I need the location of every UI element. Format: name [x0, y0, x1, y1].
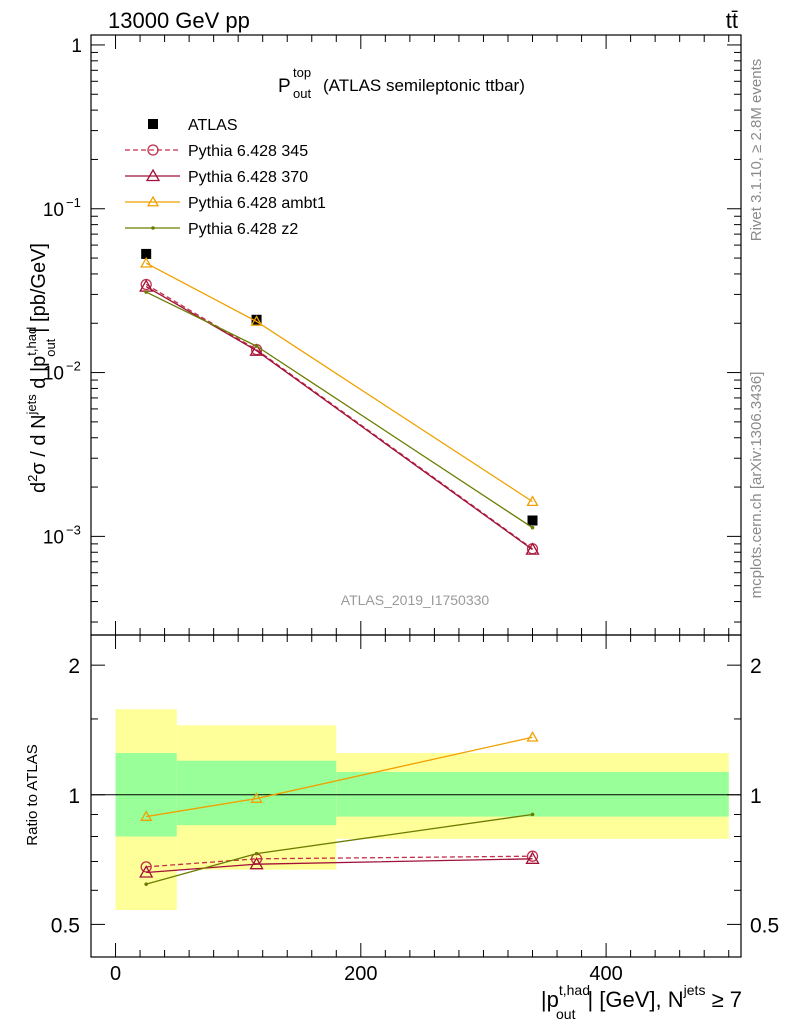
legend: ATLAS Pythia 6.428 345 Pythia 6.428 370 Pyt…	[125, 117, 326, 238]
y-tick-label: 10	[43, 364, 64, 385]
data-point-0-2	[527, 515, 538, 526]
legend-marker	[146, 195, 160, 207]
y-tick-exponent: −3	[66, 522, 81, 537]
ratio-point-3-0	[144, 882, 148, 886]
title-sub: out	[293, 86, 311, 101]
ratio-point-0-2	[526, 850, 539, 862]
ratio-point-2-1	[250, 792, 263, 803]
uncertainty-band-inner	[336, 771, 729, 817]
data-point-4-0	[144, 290, 148, 294]
rivet-label: Rivet 3.1.10, ≥ 2.8M events	[748, 59, 765, 242]
legend-marker	[145, 168, 161, 182]
y-tick-label: 10	[43, 527, 64, 548]
series-line-2	[145, 285, 533, 551]
x-tick-label: 400	[589, 963, 622, 985]
legend-label: Pythia 6.428 345	[188, 143, 308, 160]
watermark: ATLAS_2019_I1750330	[341, 592, 490, 608]
title-rest: (ATLAS semileptonic ttbar)	[323, 76, 525, 95]
data-point-3-1	[250, 315, 263, 326]
data-point-2-2	[525, 542, 540, 555]
title-main: P	[278, 76, 291, 97]
legend-label: Pythia 6.428 ambt1	[188, 195, 326, 212]
svg-text:P: P	[278, 76, 291, 97]
title-sup: top	[293, 65, 311, 80]
energy-label: 13000 GeV pp	[108, 8, 250, 33]
data-point-2-1	[249, 343, 264, 356]
data-point-0-1	[251, 314, 262, 325]
y-tick-label-left: 1	[68, 785, 80, 808]
ratio-point-1-0	[139, 865, 154, 878]
y-tick-label-left: 0.5	[51, 914, 80, 937]
y-tick-label: 1	[71, 36, 82, 57]
x-axis-label: |pt,had out| [GeV], Njets ≥ 7	[541, 982, 742, 1022]
ratio-y-axis-label: Ratio to ATLAS	[24, 744, 41, 845]
ratio-point-2-2	[526, 730, 539, 742]
y-tick-label: 10	[43, 200, 64, 221]
y-tick-label-left: 2	[68, 655, 80, 678]
y-tick-label-right: 2	[750, 655, 762, 678]
mcplots-label: mcplots.cern.ch [arXiv:1306.3436]	[748, 372, 765, 599]
data-point-4-2	[530, 525, 535, 530]
series-line-3	[145, 262, 533, 503]
data-point-0-0	[141, 248, 152, 259]
main-panel: ATLAS_2019_I1750330 P top out (ATLAS sem…	[24, 34, 742, 636]
ratio-point-1-2	[525, 851, 540, 864]
ratio-line-2	[146, 736, 533, 818]
ratio-panel: 2 2 1 1 0.5 0.5 0 200 400 Ratio to ATLAS |pt,had…	[24, 634, 779, 1022]
ratio-point-1-1	[249, 856, 264, 870]
y-tick-exponent: −2	[66, 359, 81, 374]
legend-marker	[148, 119, 158, 129]
x-tick-label: 0	[110, 963, 121, 985]
chart-title: P top out (ATLAS semileptonic ttbar)	[278, 65, 525, 101]
legend-label: Pythia 6.428 370	[188, 169, 308, 186]
x-tick-label: 200	[344, 963, 377, 985]
data-point-3-0	[140, 256, 153, 268]
legend-marker	[147, 144, 159, 156]
plot-frame	[90, 634, 742, 958]
ratio-point-2-0	[140, 810, 153, 821]
ratio-point-3-1	[254, 851, 259, 856]
y-tick-exponent: −1	[66, 195, 81, 210]
process-label: tt̄	[726, 8, 738, 33]
y-tick-label-right: 0.5	[750, 914, 779, 937]
series-line-1	[145, 283, 533, 550]
data-point-3-2	[526, 495, 539, 507]
legend-label: ATLAS	[188, 117, 238, 134]
ratio-line-0	[146, 855, 533, 868]
data-point-4-1	[254, 344, 259, 348]
legend-label: Pythia 6.428 z2	[188, 221, 298, 238]
legend-marker	[151, 226, 155, 230]
ratio-point-3-2	[530, 812, 535, 817]
ratio-line-1	[146, 858, 533, 874]
y-tick-label-right: 1	[750, 785, 762, 808]
